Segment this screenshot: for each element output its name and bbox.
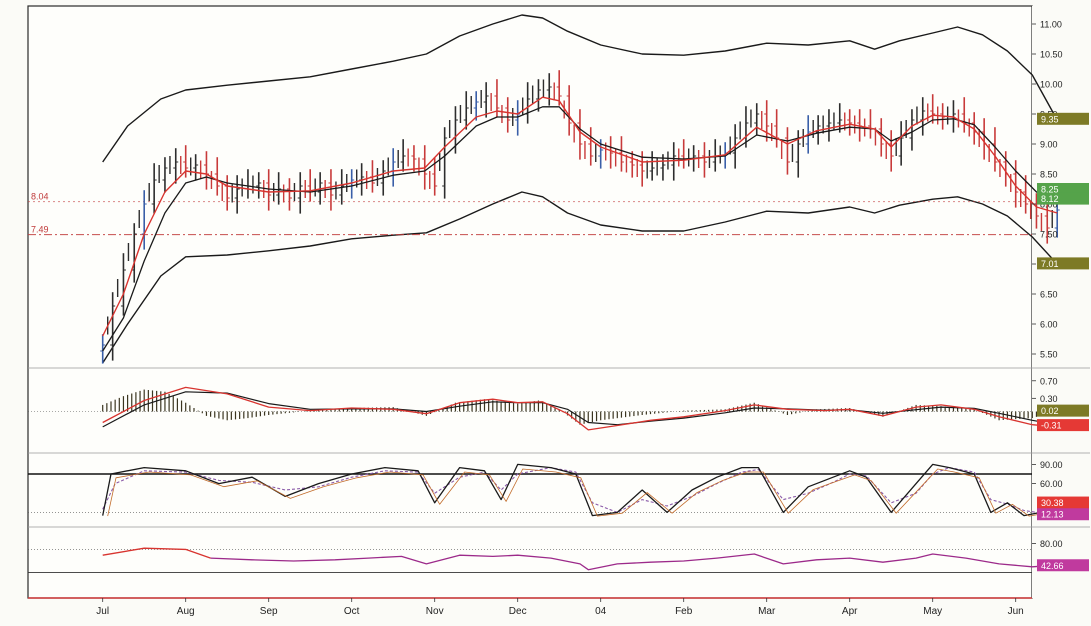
price-value-tag: 7.01 (1041, 259, 1059, 269)
rsi-line (210, 553, 1058, 571)
x-axis-month-labels: Jul Aug Sep Oct Nov Dec 04 Feb Mar Apr May Jun (96, 598, 1024, 617)
x-tick-label-May: May (923, 606, 942, 617)
macd-tick-label: 0.30 (1040, 394, 1058, 404)
x-tick-label-Nov: Nov (426, 606, 444, 617)
price-tick-label: 5.50 (1040, 350, 1058, 360)
macd-line (102, 386, 1058, 431)
price-value-tag: 9.35 (1041, 114, 1059, 124)
x-tick-label-Jul: Jul (96, 606, 109, 617)
stoch-tick-label: 90.00 (1040, 460, 1063, 470)
price-tick-label: 11.00 (1040, 20, 1062, 30)
stoch-tick-label: 60.00 (1040, 479, 1063, 489)
price-envelope-lines (102, 14, 1058, 364)
upper-envelope-line (102, 14, 1058, 163)
price-value-tag-box (1037, 112, 1089, 125)
price-tick-label: 10.00 (1040, 80, 1063, 90)
price-tick-label: 9.00 (1040, 140, 1058, 150)
x-tick-label-Jun: Jun (1008, 606, 1024, 617)
stochastic-indicator (28, 463, 1063, 517)
rsi-line-early (102, 547, 211, 559)
stoch-value-tag: 12.13 (1041, 510, 1064, 520)
price-value-tag: 8.25 (1041, 185, 1059, 195)
rsi-tick-label: 80.00 (1040, 539, 1063, 549)
price-tick-label: 7.50 (1040, 230, 1058, 240)
macd-value-tag-box (1037, 404, 1089, 417)
plot-frame (27, 5, 1033, 599)
price-tick-label: 8.50 (1040, 170, 1058, 180)
rsi-indicator (28, 547, 1058, 574)
rsi-value-tag: 42.66 (1041, 561, 1064, 571)
macd-value-tag: 0.02 (1041, 406, 1059, 416)
stoch-value-tag-box (1037, 508, 1089, 521)
price-tick-label: 6.00 (1040, 320, 1058, 330)
stoch-value-tag-box (1037, 496, 1089, 509)
price-value-tag-box (1037, 183, 1089, 195)
x-tick-label-Sep: Sep (260, 606, 278, 617)
x-tick-label-Apr: Apr (842, 606, 858, 617)
stoch-k-line (102, 463, 1058, 517)
x-tick-label-Mar: Mar (758, 606, 776, 617)
right-value-tags: 9.35 8.258.12 7.01 0.02 -0.31 30.38 12.13 42.66 (1037, 112, 1089, 572)
x-tick-label-Oct: Oct (344, 606, 360, 617)
macd-value-tag-box (1037, 419, 1089, 432)
moving-average-black-line (102, 106, 1058, 352)
x-tick-label-Feb: Feb (675, 606, 693, 617)
moving-average-red-line (102, 96, 1058, 337)
price-moving-averages (102, 96, 1058, 352)
stoch-value-tag: 30.38 (1041, 498, 1064, 508)
x-tick-label-04: 04 (595, 606, 607, 617)
level-label-7.49: 7.49 (31, 225, 49, 235)
x-tick-label-Dec: Dec (509, 606, 527, 617)
stoch-k-shadow-line (107, 468, 1063, 517)
price-value-tag-box (1037, 257, 1089, 270)
macd-indicator (28, 386, 1058, 431)
price-tick-label: 6.50 (1040, 290, 1058, 300)
price-value-tag-box (1037, 192, 1089, 205)
lower-envelope-line (102, 191, 1058, 364)
price-tick-label: 10.50 (1040, 50, 1063, 60)
macd-signal-line (102, 391, 1058, 428)
price-level-lines: 8.04 7.49 (28, 192, 1032, 236)
macd-tick-label: 0.70 (1040, 376, 1058, 386)
level-label-8.04: 8.04 (31, 192, 49, 202)
rsi-value-tag-box (1037, 559, 1089, 572)
price-value-tag: 8.12 (1041, 194, 1059, 204)
macd-value-tag: -0.31 (1041, 421, 1062, 431)
x-tick-label-Aug: Aug (177, 606, 195, 617)
